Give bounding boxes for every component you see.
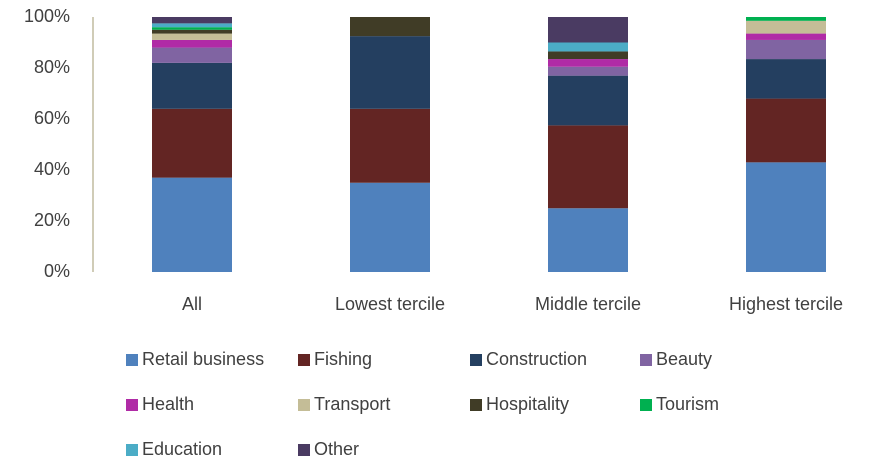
- y-tick-label: 20%: [34, 210, 70, 230]
- bar-segment: [350, 36, 430, 109]
- bar-segment: [152, 33, 232, 40]
- bar-segment: [152, 62, 232, 109]
- legend-swatch: [640, 399, 652, 411]
- x-tick-label: Highest tercile: [729, 294, 843, 314]
- bar-segment: [152, 108, 232, 178]
- legend-label: Transport: [314, 394, 390, 414]
- y-tick-label: 100%: [24, 6, 70, 26]
- bar-segment: [548, 42, 628, 52]
- bar-segment: [350, 17, 430, 37]
- bar-segment: [152, 47, 232, 63]
- legend-label: Construction: [486, 349, 587, 369]
- legend-swatch: [470, 354, 482, 366]
- bar-segment: [350, 108, 430, 183]
- legend-swatch: [126, 399, 138, 411]
- bar-segment: [746, 33, 826, 40]
- x-tick-label: Middle tercile: [535, 294, 641, 314]
- bar-segment: [746, 17, 826, 21]
- bar-segment: [548, 208, 628, 272]
- bar-segment: [350, 182, 430, 272]
- legend-label: Fishing: [314, 349, 372, 369]
- legend-swatch: [298, 444, 310, 456]
- bar-segment: [548, 17, 628, 43]
- bar-segment: [746, 39, 826, 60]
- legend-swatch: [640, 354, 652, 366]
- bar-segment: [152, 17, 232, 24]
- legend-label: Tourism: [656, 394, 719, 414]
- legend-swatch: [470, 399, 482, 411]
- legend-label: Education: [142, 439, 222, 459]
- bar-segment: [746, 59, 826, 99]
- bar-segment: [548, 66, 628, 76]
- bar-segment: [152, 23, 232, 28]
- bar-segment: [152, 27, 232, 30]
- x-tick-label: Lowest tercile: [335, 294, 445, 314]
- bar-segment: [548, 59, 628, 67]
- legend-label: Retail business: [142, 349, 264, 369]
- bar-segment: [746, 20, 826, 34]
- legend-label: Hospitality: [486, 394, 569, 414]
- y-tick-label: 40%: [34, 159, 70, 179]
- legend-label: Other: [314, 439, 359, 459]
- y-tick-label: 0%: [44, 261, 70, 281]
- legend-label: Beauty: [656, 349, 712, 369]
- bar-segment: [152, 39, 232, 48]
- bar-segment: [152, 177, 232, 272]
- bar-segment: [548, 125, 628, 209]
- bar-segment: [548, 75, 628, 126]
- y-tick-label: 80%: [34, 57, 70, 77]
- legend-label: Health: [142, 394, 194, 414]
- legend-swatch: [126, 354, 138, 366]
- bar-segment: [746, 98, 826, 163]
- bar-segment: [548, 51, 628, 60]
- bar-segment: [746, 162, 826, 272]
- legend-swatch: [126, 444, 138, 456]
- legend-swatch: [298, 399, 310, 411]
- legend-swatch: [298, 354, 310, 366]
- y-tick-label: 60%: [34, 108, 70, 128]
- bar-segment: [152, 29, 232, 34]
- x-tick-label: All: [182, 294, 202, 314]
